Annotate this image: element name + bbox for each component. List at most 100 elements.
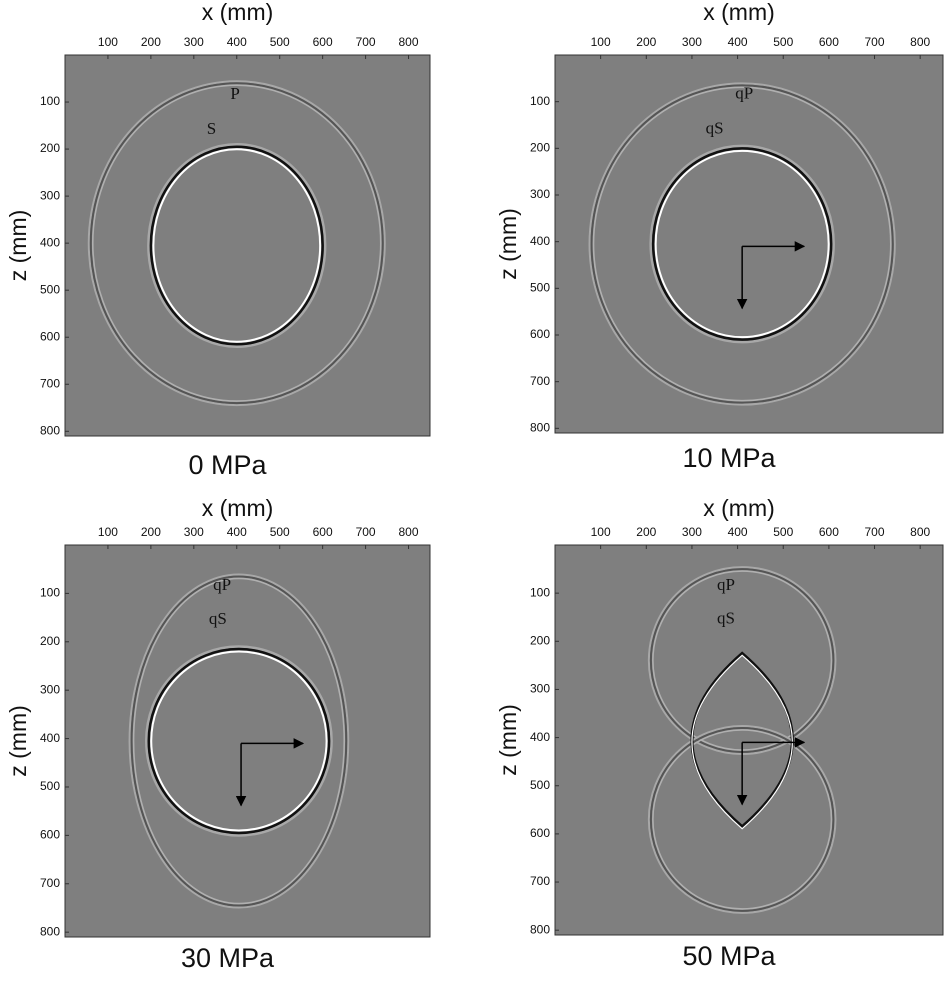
x-axis-label: x (mm) <box>202 0 274 25</box>
y-axis-label: z (mm) <box>5 705 31 777</box>
y-tick-label: 500 <box>530 778 550 792</box>
y-tick-label: 700 <box>530 374 550 388</box>
y-tick-label: 300 <box>530 187 550 201</box>
y-axis-label: z (mm) <box>5 210 31 282</box>
y-tick-label: 600 <box>40 828 60 842</box>
annotation: qP <box>735 84 753 103</box>
y-tick-label: 200 <box>40 141 60 155</box>
caption: 10 MPa <box>682 443 776 473</box>
y-tick-label: 400 <box>40 235 60 249</box>
wavefront-light <box>128 573 350 909</box>
y-axis-label: z (mm) <box>495 704 521 776</box>
x-tick-label: 100 <box>98 525 118 539</box>
wavefront-light <box>87 80 386 407</box>
y-tick-label: 100 <box>40 94 60 108</box>
wavefront-white <box>652 729 833 910</box>
panel: 100 200 300 400 500 600 700 800 100 200 300 400 500 6… <box>5 495 431 973</box>
y-tick-label: 200 <box>40 634 60 648</box>
x-tick-label: 800 <box>399 35 419 49</box>
wavefront-dark <box>690 651 794 829</box>
y-tick-label: 800 <box>530 922 550 936</box>
y-tick-label: 500 <box>40 282 60 296</box>
annotation: S <box>207 119 216 138</box>
x-tick-label: 200 <box>141 525 161 539</box>
y-tick-label: 600 <box>40 329 60 343</box>
y-tick-label: 200 <box>530 141 550 155</box>
wavefront-light <box>649 144 835 344</box>
wavefront-light <box>647 724 837 914</box>
y-tick-label: 300 <box>530 682 550 696</box>
wavefront-dark <box>149 145 324 346</box>
wavefront-white <box>654 149 830 339</box>
y-tick-label: 800 <box>530 421 550 435</box>
y-tick-label: 300 <box>40 188 60 202</box>
wavefront-dark <box>590 84 894 404</box>
x-tick-label: 800 <box>399 525 419 539</box>
wavefront-dark <box>130 575 348 907</box>
x-tick-label: 100 <box>591 525 611 539</box>
x-tick-label: 400 <box>728 525 748 539</box>
annotation: qS <box>717 609 735 628</box>
wavefront-dark <box>651 147 833 341</box>
annotation: qP <box>717 575 735 594</box>
x-tick-label: 700 <box>865 35 885 49</box>
panel: 100 200 300 400 500 600 700 800 100 200 300 400 500 6… <box>495 495 944 971</box>
x-tick-label: 700 <box>356 525 376 539</box>
wavefront-dark <box>649 726 835 912</box>
wavefront-white <box>91 84 382 402</box>
x-tick-label: 600 <box>819 35 839 49</box>
x-tick-label: 500 <box>773 35 793 49</box>
caption: 0 MPa <box>188 450 267 480</box>
plot-area <box>64 54 431 437</box>
y-tick-label: 700 <box>530 874 550 888</box>
y-tick-label: 500 <box>530 281 550 295</box>
x-axis-label: x (mm) <box>202 495 274 521</box>
wavefront-light <box>144 645 333 837</box>
y-tick-label: 500 <box>40 779 60 793</box>
y-tick-label: 400 <box>530 234 550 248</box>
y-tick-label: 200 <box>530 633 550 647</box>
wavefront-dark <box>147 647 331 835</box>
x-tick-label: 500 <box>773 525 793 539</box>
wavefield <box>588 82 896 406</box>
caption: 30 MPa <box>181 943 275 973</box>
caption: 50 MPa <box>682 941 776 971</box>
y-tick-label: 700 <box>40 876 60 890</box>
x-tick-label: 100 <box>591 35 611 49</box>
wavefield <box>87 80 386 407</box>
y-tick-label: 600 <box>530 826 550 840</box>
wavefield <box>128 573 350 909</box>
y-tick-label: 800 <box>40 423 60 437</box>
x-tick-label: 600 <box>313 525 333 539</box>
y-tick-label: 700 <box>40 376 60 390</box>
x-tick-label: 300 <box>184 35 204 49</box>
x-axis-label: x (mm) <box>703 0 775 25</box>
x-tick-label: 700 <box>356 35 376 49</box>
y-tick-label: 800 <box>40 924 60 938</box>
x-tick-label: 200 <box>636 525 656 539</box>
annotation: qS <box>706 119 724 138</box>
wavefront-light <box>147 142 327 349</box>
panel: 100 200 300 400 500 600 700 800 100 200 300 400 500 6… <box>495 0 944 473</box>
x-tick-label: 800 <box>910 35 930 49</box>
wavefront-white <box>152 148 322 343</box>
plot-area <box>554 544 944 936</box>
x-tick-label: 600 <box>819 525 839 539</box>
x-axis-label: x (mm) <box>703 495 775 521</box>
wavefront-white <box>592 86 892 402</box>
x-tick-label: 800 <box>910 525 930 539</box>
x-tick-label: 200 <box>141 35 161 49</box>
x-tick-label: 300 <box>682 525 702 539</box>
y-axis-label: z (mm) <box>495 208 521 280</box>
x-tick-label: 600 <box>313 35 333 49</box>
annotation: qS <box>209 609 227 628</box>
y-tick-label: 400 <box>40 731 60 745</box>
wavefront-dark <box>89 82 384 405</box>
x-tick-label: 300 <box>184 525 204 539</box>
annotation: P <box>230 84 239 103</box>
wavefront-white <box>132 577 346 905</box>
y-tick-label: 100 <box>530 585 550 599</box>
y-tick-label: 100 <box>530 94 550 108</box>
x-tick-label: 400 <box>728 35 748 49</box>
